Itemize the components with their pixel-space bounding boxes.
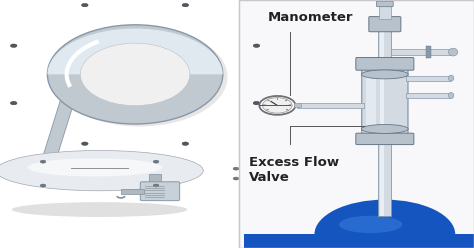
PathPatch shape <box>38 97 76 170</box>
Circle shape <box>233 177 239 180</box>
Circle shape <box>40 184 46 187</box>
FancyBboxPatch shape <box>356 58 414 70</box>
Bar <box>149 174 161 184</box>
Ellipse shape <box>339 216 402 233</box>
Bar <box>297 103 364 108</box>
Bar <box>380 30 383 216</box>
Circle shape <box>182 3 189 7</box>
Text: Excess Flow
Valve: Excess Flow Valve <box>249 156 339 184</box>
Ellipse shape <box>80 43 190 106</box>
Ellipse shape <box>27 158 162 177</box>
Ellipse shape <box>35 161 164 186</box>
Ellipse shape <box>17 157 182 190</box>
Circle shape <box>253 44 260 47</box>
Ellipse shape <box>0 151 203 191</box>
Circle shape <box>233 167 239 170</box>
Ellipse shape <box>362 70 408 79</box>
FancyBboxPatch shape <box>140 182 180 201</box>
Circle shape <box>10 101 17 105</box>
Ellipse shape <box>52 27 228 126</box>
Circle shape <box>182 142 189 145</box>
Bar <box>378 30 392 216</box>
Circle shape <box>153 160 159 163</box>
Ellipse shape <box>17 173 182 187</box>
Bar <box>0 0 239 248</box>
Ellipse shape <box>448 93 454 98</box>
Bar <box>406 93 451 98</box>
Wedge shape <box>47 29 223 74</box>
FancyBboxPatch shape <box>369 17 401 32</box>
Text: Manometer: Manometer <box>268 11 353 24</box>
Bar <box>406 76 451 81</box>
Circle shape <box>82 3 88 7</box>
Ellipse shape <box>314 200 455 248</box>
Ellipse shape <box>362 124 408 133</box>
Circle shape <box>82 142 88 145</box>
Ellipse shape <box>448 48 458 56</box>
FancyBboxPatch shape <box>376 1 393 7</box>
Circle shape <box>263 98 292 113</box>
Circle shape <box>259 96 295 115</box>
Circle shape <box>153 184 159 187</box>
Bar <box>392 49 453 55</box>
Bar <box>426 46 431 58</box>
Bar <box>365 67 376 136</box>
Circle shape <box>253 101 260 105</box>
Bar <box>239 0 474 248</box>
Ellipse shape <box>448 75 454 81</box>
Ellipse shape <box>47 25 223 124</box>
Circle shape <box>10 44 17 47</box>
Bar <box>121 189 144 194</box>
FancyBboxPatch shape <box>356 133 414 145</box>
Ellipse shape <box>12 202 187 217</box>
FancyBboxPatch shape <box>362 63 408 140</box>
Bar <box>239 0 474 248</box>
Bar <box>379 4 391 19</box>
Bar <box>293 103 301 107</box>
Circle shape <box>40 160 46 163</box>
Bar <box>244 234 474 248</box>
